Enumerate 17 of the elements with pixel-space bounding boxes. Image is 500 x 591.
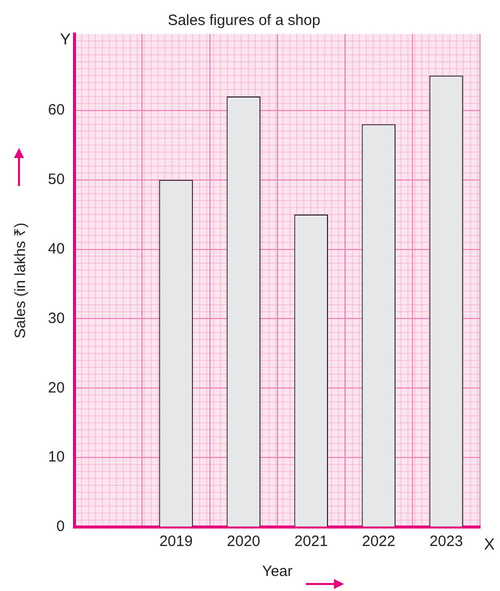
x-axis-title: Year bbox=[262, 563, 292, 580]
x-tick-label: 2021 bbox=[294, 533, 328, 550]
y-tick-label: 0 bbox=[56, 518, 65, 536]
x-tick-label: 2020 bbox=[226, 533, 260, 550]
chart-title: Sales figures of a shop bbox=[168, 12, 320, 30]
text: X bbox=[484, 536, 495, 554]
y-tick-label: 60 bbox=[48, 102, 65, 119]
y-tick-label: 10 bbox=[48, 448, 65, 466]
y-axis-title: Sales (in lakhs ₹) bbox=[12, 222, 30, 338]
text: Y bbox=[60, 31, 72, 48]
y-tick-label: 40 bbox=[48, 240, 65, 258]
x-tick-label: 2023 bbox=[430, 533, 463, 550]
x-tick-label: 2019 bbox=[159, 533, 193, 550]
y-tick-label: 50 bbox=[48, 170, 65, 188]
y-tick-label: 20 bbox=[48, 379, 65, 396]
x-tick-label: 2022 bbox=[362, 533, 396, 550]
y-tick-label: 30 bbox=[48, 310, 65, 327]
